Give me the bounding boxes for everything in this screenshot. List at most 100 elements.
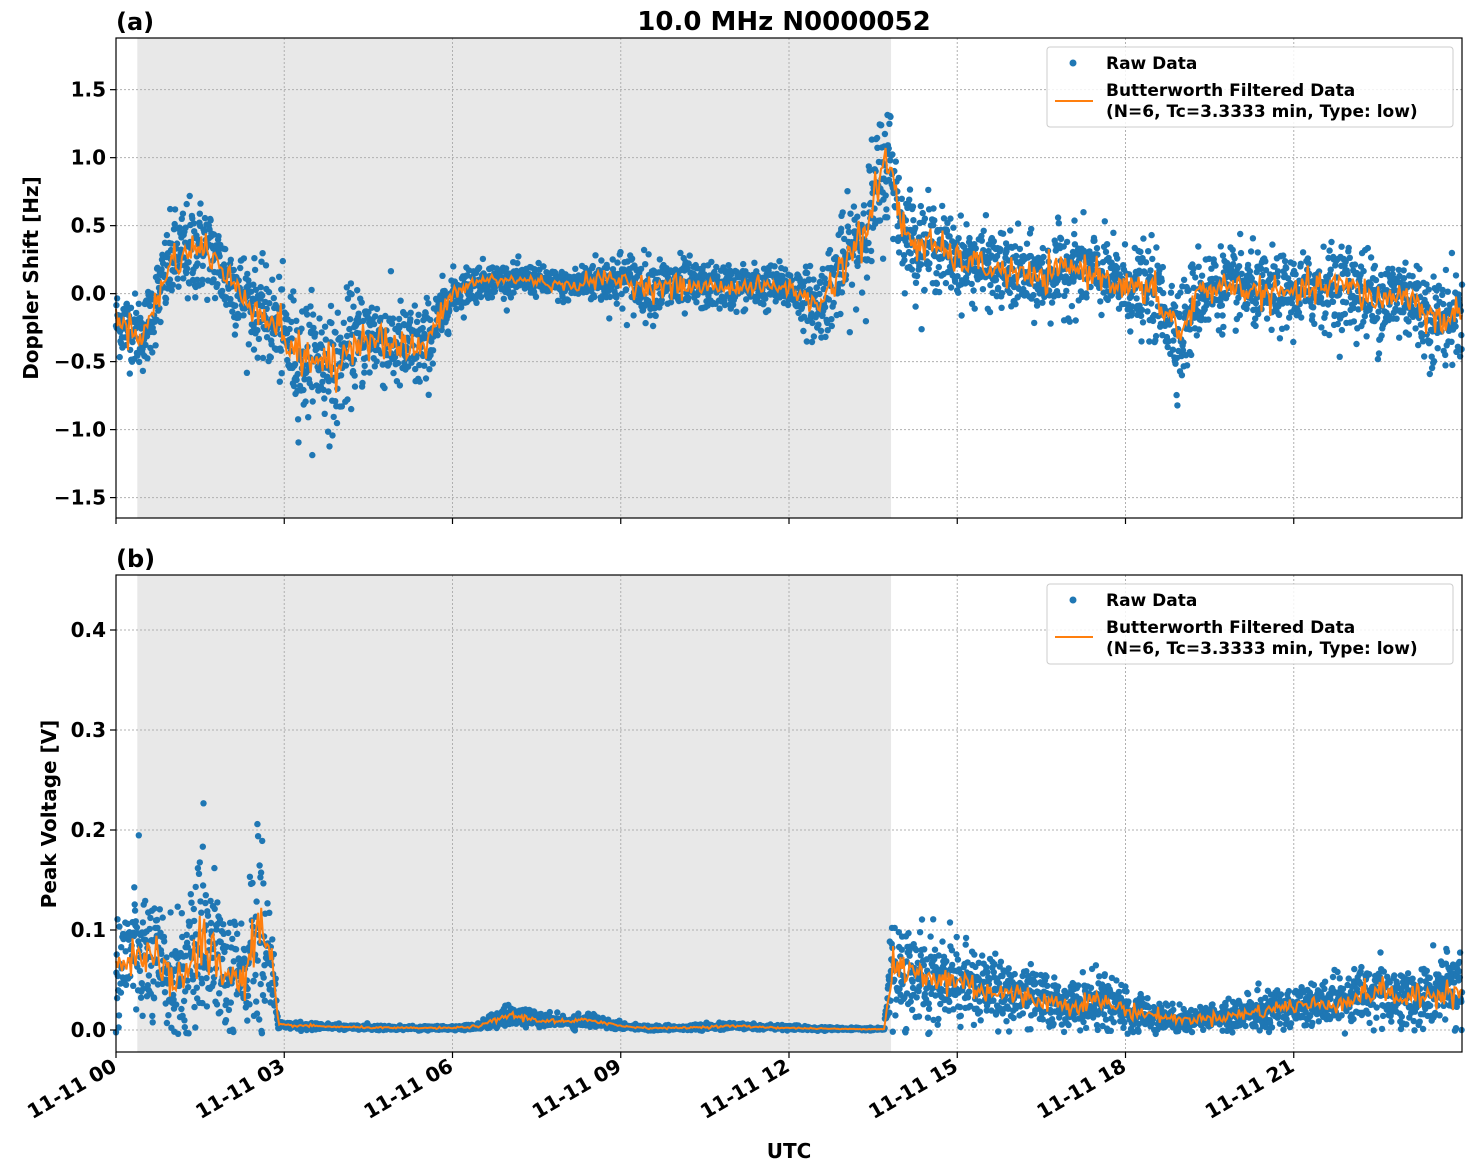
raw-data-point	[359, 379, 366, 387]
raw-data-point	[301, 376, 308, 383]
raw-data-point	[394, 359, 402, 367]
raw-data-point	[1311, 320, 1318, 327]
raw-data-point	[290, 297, 297, 304]
raw-data-point	[361, 362, 368, 370]
raw-data-point	[918, 261, 925, 268]
raw-data-point	[1425, 286, 1432, 293]
raw-data-point	[925, 265, 932, 273]
raw-data-point	[1093, 245, 1101, 252]
raw-data-point	[368, 304, 375, 311]
raw-data-point	[204, 296, 211, 303]
raw-data-point	[1110, 229, 1117, 236]
raw-data-point	[307, 303, 314, 310]
raw-data-point	[254, 957, 261, 964]
raw-data-point	[261, 997, 268, 1004]
raw-data-point	[636, 287, 644, 295]
raw-data-point	[821, 304, 829, 311]
raw-data-point	[245, 341, 252, 348]
raw-data-point	[194, 260, 201, 267]
raw-data-point	[136, 942, 143, 949]
raw-data-point	[217, 1008, 224, 1016]
raw-data-point	[716, 305, 723, 312]
raw-data-point	[270, 294, 277, 302]
raw-data-point	[918, 326, 925, 333]
raw-data-point	[1400, 267, 1407, 274]
raw-data-point	[990, 238, 997, 245]
raw-data-point	[348, 405, 355, 413]
raw-data-point	[170, 226, 178, 233]
raw-data-point	[283, 311, 290, 318]
raw-data-point	[388, 320, 396, 327]
raw-data-point	[1262, 258, 1269, 265]
raw-data-point	[1139, 319, 1147, 326]
raw-data-point	[136, 967, 144, 975]
raw-data-point	[1405, 318, 1412, 325]
raw-data-point	[419, 324, 426, 332]
raw-data-point	[872, 168, 879, 175]
raw-data-point	[986, 308, 994, 316]
raw-data-point	[277, 347, 285, 354]
raw-data-point	[776, 258, 783, 265]
y-tick-label: 0.5	[71, 214, 106, 238]
raw-data-point	[1298, 314, 1305, 321]
raw-data-point	[1350, 318, 1358, 325]
raw-data-point	[427, 316, 434, 324]
raw-data-point	[901, 257, 908, 264]
raw-data-point	[373, 358, 380, 365]
raw-data-point	[1159, 263, 1167, 271]
raw-data-point	[925, 186, 932, 194]
raw-data-point	[1104, 296, 1112, 304]
raw-data-point	[642, 319, 649, 327]
raw-data-point	[721, 301, 729, 309]
raw-data-point	[278, 370, 285, 377]
raw-data-point	[191, 917, 198, 925]
raw-data-point	[708, 258, 715, 266]
raw-data-point	[1283, 264, 1290, 272]
raw-data-point	[1071, 230, 1078, 238]
raw-data-point	[178, 1005, 185, 1013]
raw-data-point	[685, 260, 692, 267]
raw-data-point	[163, 1019, 171, 1027]
raw-data-point	[278, 286, 286, 293]
raw-data-point	[328, 319, 335, 327]
raw-data-point	[1237, 249, 1245, 257]
raw-data-point	[838, 225, 845, 233]
raw-data-point	[1409, 273, 1416, 280]
raw-data-point	[192, 883, 199, 891]
raw-data-point	[132, 918, 139, 925]
raw-data-point	[998, 290, 1006, 297]
raw-data-point	[935, 263, 942, 271]
raw-data-point	[895, 249, 903, 256]
raw-data-point	[828, 322, 835, 330]
raw-data-point	[1063, 287, 1070, 295]
raw-data-point	[1183, 362, 1191, 369]
raw-data-point	[1103, 241, 1111, 248]
raw-data-point	[729, 301, 737, 308]
raw-data-point	[1448, 249, 1456, 257]
raw-data-point	[882, 192, 889, 199]
raw-data-point	[213, 1001, 221, 1008]
raw-data-point	[565, 297, 572, 304]
raw-data-point	[312, 330, 319, 337]
raw-data-point	[149, 349, 156, 356]
raw-data-point	[1217, 243, 1225, 250]
raw-data-point	[407, 309, 414, 316]
raw-data-point	[249, 879, 256, 887]
raw-data-point	[667, 299, 675, 306]
raw-data-point	[917, 202, 924, 210]
raw-data-point	[1149, 317, 1157, 325]
raw-data-point	[1290, 338, 1297, 346]
raw-data-point	[1396, 334, 1403, 341]
raw-data-point	[1057, 235, 1065, 243]
raw-data-point	[824, 327, 831, 334]
raw-data-point	[1098, 311, 1105, 319]
raw-data-point	[300, 386, 307, 394]
raw-data-point	[879, 255, 887, 262]
raw-data-point	[244, 270, 251, 278]
raw-data-point	[279, 257, 286, 265]
raw-data-point	[246, 1001, 253, 1008]
raw-data-point	[227, 295, 234, 303]
raw-data-point	[246, 873, 254, 880]
raw-data-point	[149, 1019, 156, 1026]
raw-data-point	[921, 215, 929, 222]
